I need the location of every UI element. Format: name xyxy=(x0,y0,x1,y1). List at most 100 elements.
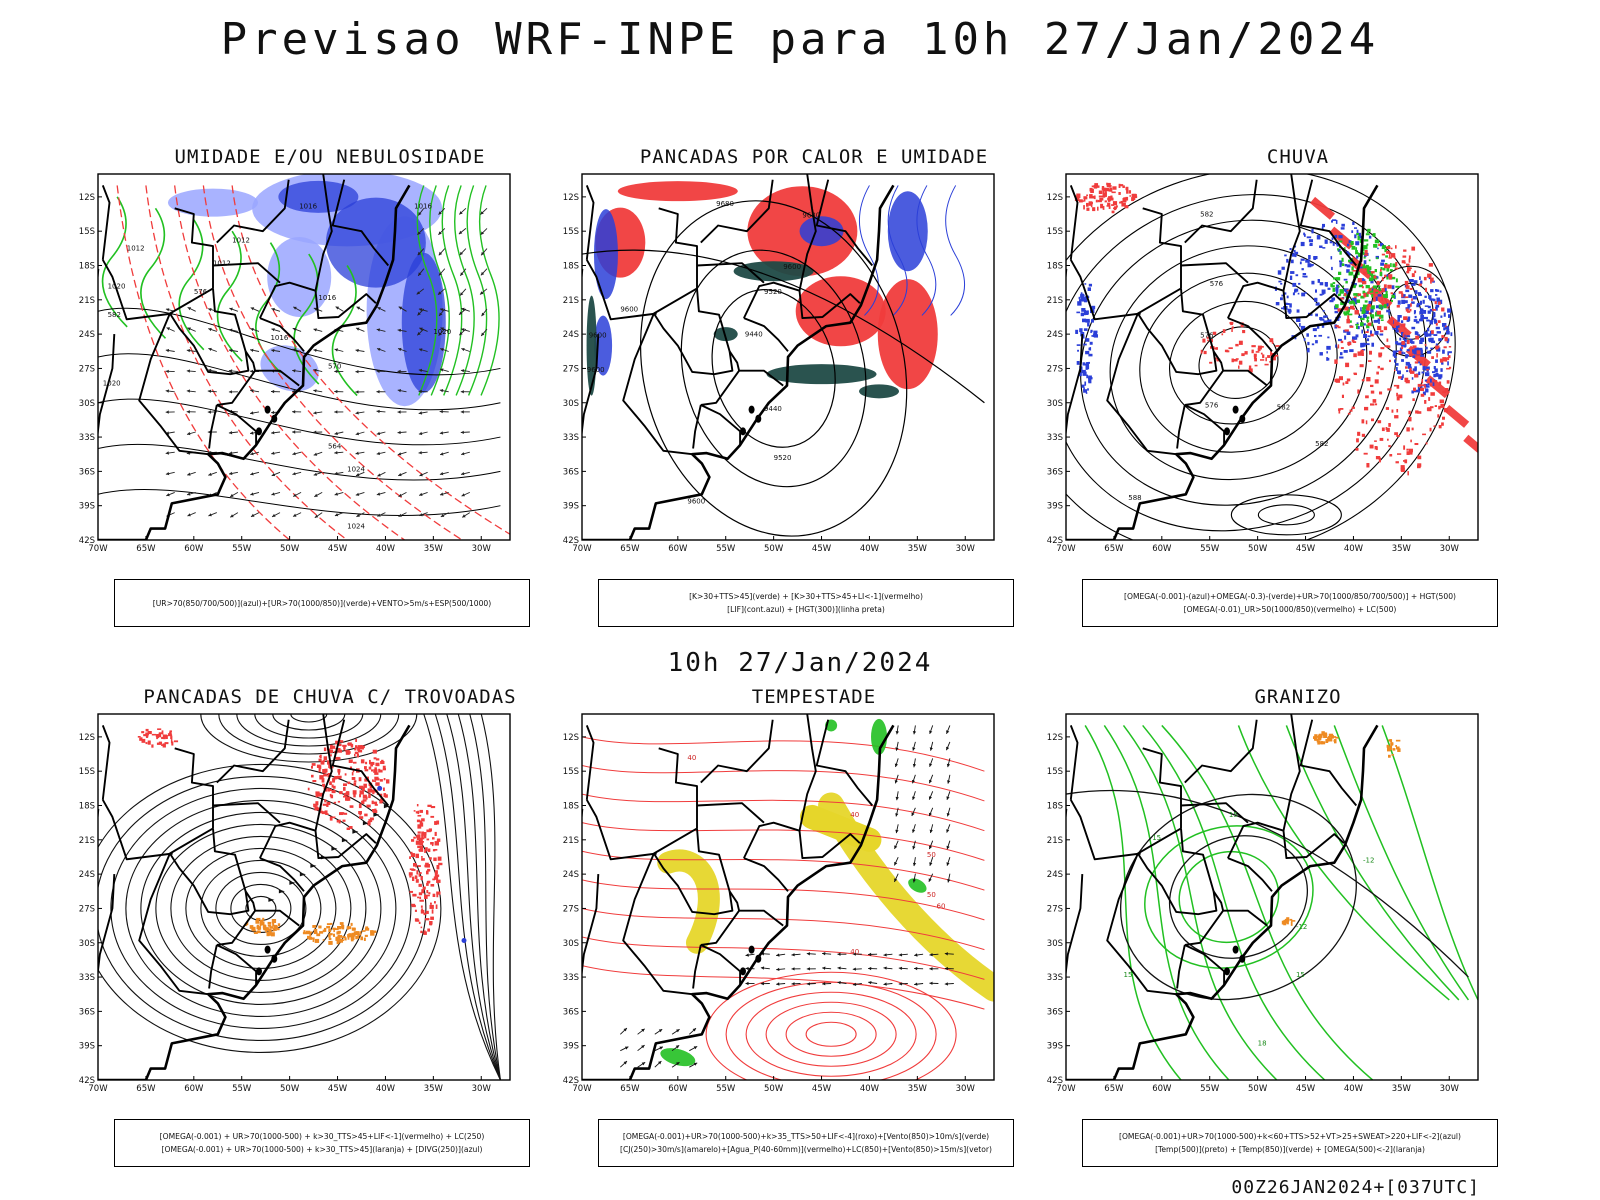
rain-blue-pixel xyxy=(1411,390,1414,394)
rain-green-pixel xyxy=(1339,292,1342,296)
hail-orange-pixel xyxy=(1314,739,1319,741)
rain-red-pixel xyxy=(1238,365,1240,369)
rain-blue-pixel xyxy=(1334,234,1338,238)
rain-red-pixel xyxy=(1357,431,1361,436)
lon-label: 40W xyxy=(1344,544,1364,554)
political-border xyxy=(739,369,784,387)
panel-title: GRANIZO xyxy=(1254,686,1342,708)
thunder-red-pixel xyxy=(342,819,346,822)
rain-blue-pixel xyxy=(1417,386,1420,391)
rain-blue-pixel xyxy=(1442,323,1447,327)
rain-red-pixel xyxy=(1353,296,1357,299)
lat-label: 36S xyxy=(79,1007,95,1017)
rain-blue-pixel xyxy=(1416,304,1419,308)
political-border xyxy=(1136,827,1218,916)
lat-label: 36S xyxy=(563,467,579,477)
rain-red-pixel xyxy=(1417,411,1422,414)
lon-label: 35W xyxy=(908,544,928,554)
hgt300-contour xyxy=(639,200,908,537)
wind-vector-head xyxy=(165,348,170,353)
rain-red-pixel xyxy=(1430,277,1434,282)
rain-red-pixel xyxy=(1104,191,1107,194)
wind-vector-head xyxy=(334,513,339,517)
rain-blue-pixel xyxy=(1091,335,1094,337)
wind-vector-head xyxy=(165,451,169,455)
rain-red-pixel xyxy=(1366,306,1370,311)
thunder-red-pixel xyxy=(419,845,424,850)
contour-label: 1016 xyxy=(318,294,336,302)
rain-red-pixel xyxy=(1231,326,1234,329)
streamline xyxy=(200,859,322,957)
rain-blue-pixel xyxy=(1370,330,1373,335)
rain-red-pixel xyxy=(1381,288,1385,293)
thunder-red-pixel xyxy=(380,761,385,765)
lat-label: 18S xyxy=(1047,262,1063,272)
rain-blue-pixel xyxy=(1329,241,1333,244)
rain-red-pixel xyxy=(1375,403,1378,406)
lake xyxy=(748,945,755,954)
wind-vector-head xyxy=(313,472,318,476)
rain-red-pixel xyxy=(1364,406,1369,411)
rain-blue-pixel xyxy=(1416,348,1419,351)
rain-red-pixel xyxy=(1414,443,1419,446)
rain-blue-pixel xyxy=(1367,329,1369,332)
rain-blue-pixel xyxy=(1418,371,1421,376)
thunder-orange-pixel xyxy=(328,937,332,940)
map-frame xyxy=(97,173,511,541)
rain-green-pixel xyxy=(1368,277,1374,282)
humidity-upper-shade xyxy=(167,188,258,217)
political-border xyxy=(582,874,600,979)
hail-orange-pixel xyxy=(1328,733,1334,738)
rain-blue-pixel xyxy=(1088,283,1093,287)
wind-vector-head xyxy=(418,212,422,216)
wind-vector-head xyxy=(334,369,338,374)
lat-label: 15S xyxy=(79,227,95,237)
instability-teal xyxy=(859,384,900,399)
rain-blue-pixel xyxy=(1289,248,1292,251)
thunder-red-pixel xyxy=(369,788,373,791)
wind-vector-head xyxy=(462,514,466,518)
wind-vector-head xyxy=(946,796,950,800)
thunder-red-pixel xyxy=(375,762,380,767)
rain-blue-pixel xyxy=(1088,353,1093,357)
rain-blue-pixel xyxy=(1301,268,1304,271)
wind-vector-head xyxy=(376,390,380,394)
wind-vector-head xyxy=(898,966,902,970)
wind-vector-head xyxy=(419,513,423,517)
rain-blue-pixel xyxy=(1324,282,1328,287)
thunder-red-pixel xyxy=(346,796,351,801)
humidity-low-contour xyxy=(466,185,488,396)
rain-red-pixel xyxy=(1340,347,1344,349)
wind-vector-head xyxy=(929,763,933,767)
thunder-red-pixel xyxy=(426,870,429,875)
rain-red-pixel xyxy=(1437,320,1441,323)
rain-green-pixel xyxy=(1385,290,1388,295)
isobar xyxy=(98,307,501,376)
rain-blue-pixel xyxy=(1361,342,1366,345)
rain-red-pixel xyxy=(1386,345,1391,348)
rain-red-pixel xyxy=(1347,342,1352,346)
rain-red-pixel xyxy=(1387,438,1389,441)
rain-blue-pixel xyxy=(1321,325,1325,328)
thunder-red-pixel xyxy=(362,745,365,749)
rain-green-pixel xyxy=(1371,274,1376,279)
rain-blue-pixel xyxy=(1397,317,1400,322)
rain-red-pixel xyxy=(1341,394,1345,399)
lon-label: 30W xyxy=(956,544,976,554)
wind-vector-head xyxy=(481,312,485,317)
thunder-orange-pixel xyxy=(351,927,356,931)
lat-label: 15S xyxy=(563,227,579,237)
thunder-orange-pixel xyxy=(267,921,272,925)
thunder-red-pixel xyxy=(319,754,322,759)
streamline xyxy=(110,787,412,1029)
rain-red-pixel xyxy=(1122,185,1125,189)
rain-red-pixel xyxy=(1383,326,1388,331)
thunder-orange-pixel xyxy=(253,932,258,934)
wind-vector-head xyxy=(459,311,463,315)
rain-blue-pixel xyxy=(1294,255,1297,258)
lat-label: 33S xyxy=(79,433,95,443)
thunder-orange-pixel xyxy=(341,927,345,930)
streamline-arrow xyxy=(362,821,369,826)
rain-blue-pixel xyxy=(1076,344,1081,346)
